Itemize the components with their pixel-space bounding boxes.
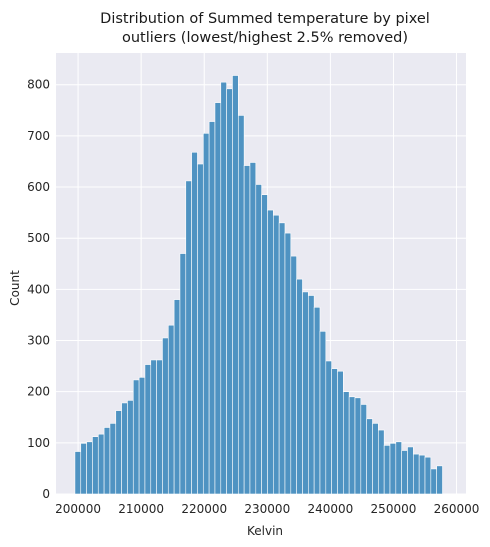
histogram-bar xyxy=(208,121,216,495)
y-tick-label: 600 xyxy=(27,180,50,194)
histogram-bar xyxy=(115,410,122,495)
histogram-bar xyxy=(331,368,338,495)
histogram-bar xyxy=(150,359,157,495)
histogram-bar xyxy=(372,423,379,495)
histogram-bar xyxy=(243,165,251,495)
histogram-bar xyxy=(389,443,397,495)
x-tick-label: 250000 xyxy=(371,502,417,516)
histogram-bar xyxy=(272,214,280,495)
histogram-bar xyxy=(179,253,187,495)
histogram-bar xyxy=(290,255,297,495)
histogram-bar xyxy=(92,436,99,495)
histogram-bar xyxy=(418,454,426,495)
histogram-bar xyxy=(413,453,420,495)
histogram-bar xyxy=(424,456,432,495)
histogram-bar xyxy=(185,180,192,495)
histogram-bar xyxy=(86,441,93,495)
x-axis-label: Kelvin xyxy=(247,524,283,538)
histogram-bar xyxy=(383,445,391,495)
histogram-bar xyxy=(255,184,262,495)
histogram-bar xyxy=(74,451,82,495)
histogram-bar xyxy=(284,232,292,495)
histogram-bar xyxy=(167,324,175,495)
histogram-bar xyxy=(337,370,344,495)
histogram-bar xyxy=(319,331,327,495)
y-axis-label: Count xyxy=(8,270,22,306)
histogram-bar xyxy=(261,194,268,495)
y-tick-label: 300 xyxy=(27,334,50,348)
histogram-bar xyxy=(191,151,198,495)
histogram-bar xyxy=(97,433,105,495)
y-tick-label: 0 xyxy=(42,487,50,501)
histogram-bar xyxy=(109,423,117,495)
histogram-bar xyxy=(162,337,169,495)
x-tick-labels: 200000 210000 220000 230000 240000 250000 2600… xyxy=(55,502,479,516)
histogram-bar xyxy=(395,441,402,495)
histogram-bar xyxy=(378,429,385,495)
histogram-bar xyxy=(366,418,373,495)
y-tick-label: 200 xyxy=(27,385,50,399)
histogram-bar xyxy=(278,222,286,495)
histogram-bar xyxy=(354,397,362,495)
x-tick-label: 220000 xyxy=(181,502,227,516)
histogram-bar xyxy=(80,443,87,495)
histogram-bar xyxy=(138,377,146,495)
y-tick-label: 500 xyxy=(27,231,50,245)
histogram-bar xyxy=(202,133,210,495)
histogram-bar xyxy=(360,404,367,495)
histogram-bar xyxy=(197,163,204,495)
x-tick-label: 200000 xyxy=(55,502,101,516)
histogram-bar xyxy=(121,402,128,495)
histogram-bar xyxy=(436,465,443,495)
histogram-bar xyxy=(343,391,350,495)
histogram-bar xyxy=(237,115,245,495)
y-tick-labels: 0 100 200 300 400 500 600 700 800 xyxy=(27,78,50,501)
histogram-bar xyxy=(313,306,321,495)
histogram-bar xyxy=(430,468,437,495)
x-tick-label: 210000 xyxy=(118,502,164,516)
histogram-bar xyxy=(132,379,140,495)
chart-title-line-1: Distribution of Summed temperature by pi… xyxy=(100,11,430,27)
histogram-bar xyxy=(296,278,303,495)
histogram-bar xyxy=(249,162,257,495)
histogram-bar xyxy=(348,396,356,495)
x-tick-label: 230000 xyxy=(244,502,290,516)
x-tick-label: 240000 xyxy=(307,502,353,516)
histogram-bar xyxy=(144,364,152,495)
histogram-bar xyxy=(226,88,233,495)
histogram-bar xyxy=(407,446,414,495)
x-tick-label: 260000 xyxy=(434,502,480,516)
histogram-bar xyxy=(127,400,134,495)
histogram-bar xyxy=(325,360,332,495)
histogram-bar xyxy=(232,75,239,495)
histogram-bar xyxy=(214,102,222,495)
histogram-bar xyxy=(103,427,111,495)
histogram-bar xyxy=(308,295,315,495)
y-tick-label: 400 xyxy=(27,282,50,296)
chart-title-line-2: outliers (lowest/highest 2.5% removed) xyxy=(122,30,408,46)
histogram-bar xyxy=(173,299,181,495)
bars xyxy=(74,75,443,495)
histogram-bar xyxy=(401,450,408,495)
y-tick-label: 700 xyxy=(27,129,50,143)
y-tick-label: 100 xyxy=(27,436,50,450)
histogram-bar xyxy=(267,209,274,495)
y-tick-label: 800 xyxy=(27,78,50,92)
histogram-bar xyxy=(220,81,227,495)
histogram-bar xyxy=(302,291,309,495)
histogram-bar xyxy=(156,359,163,495)
